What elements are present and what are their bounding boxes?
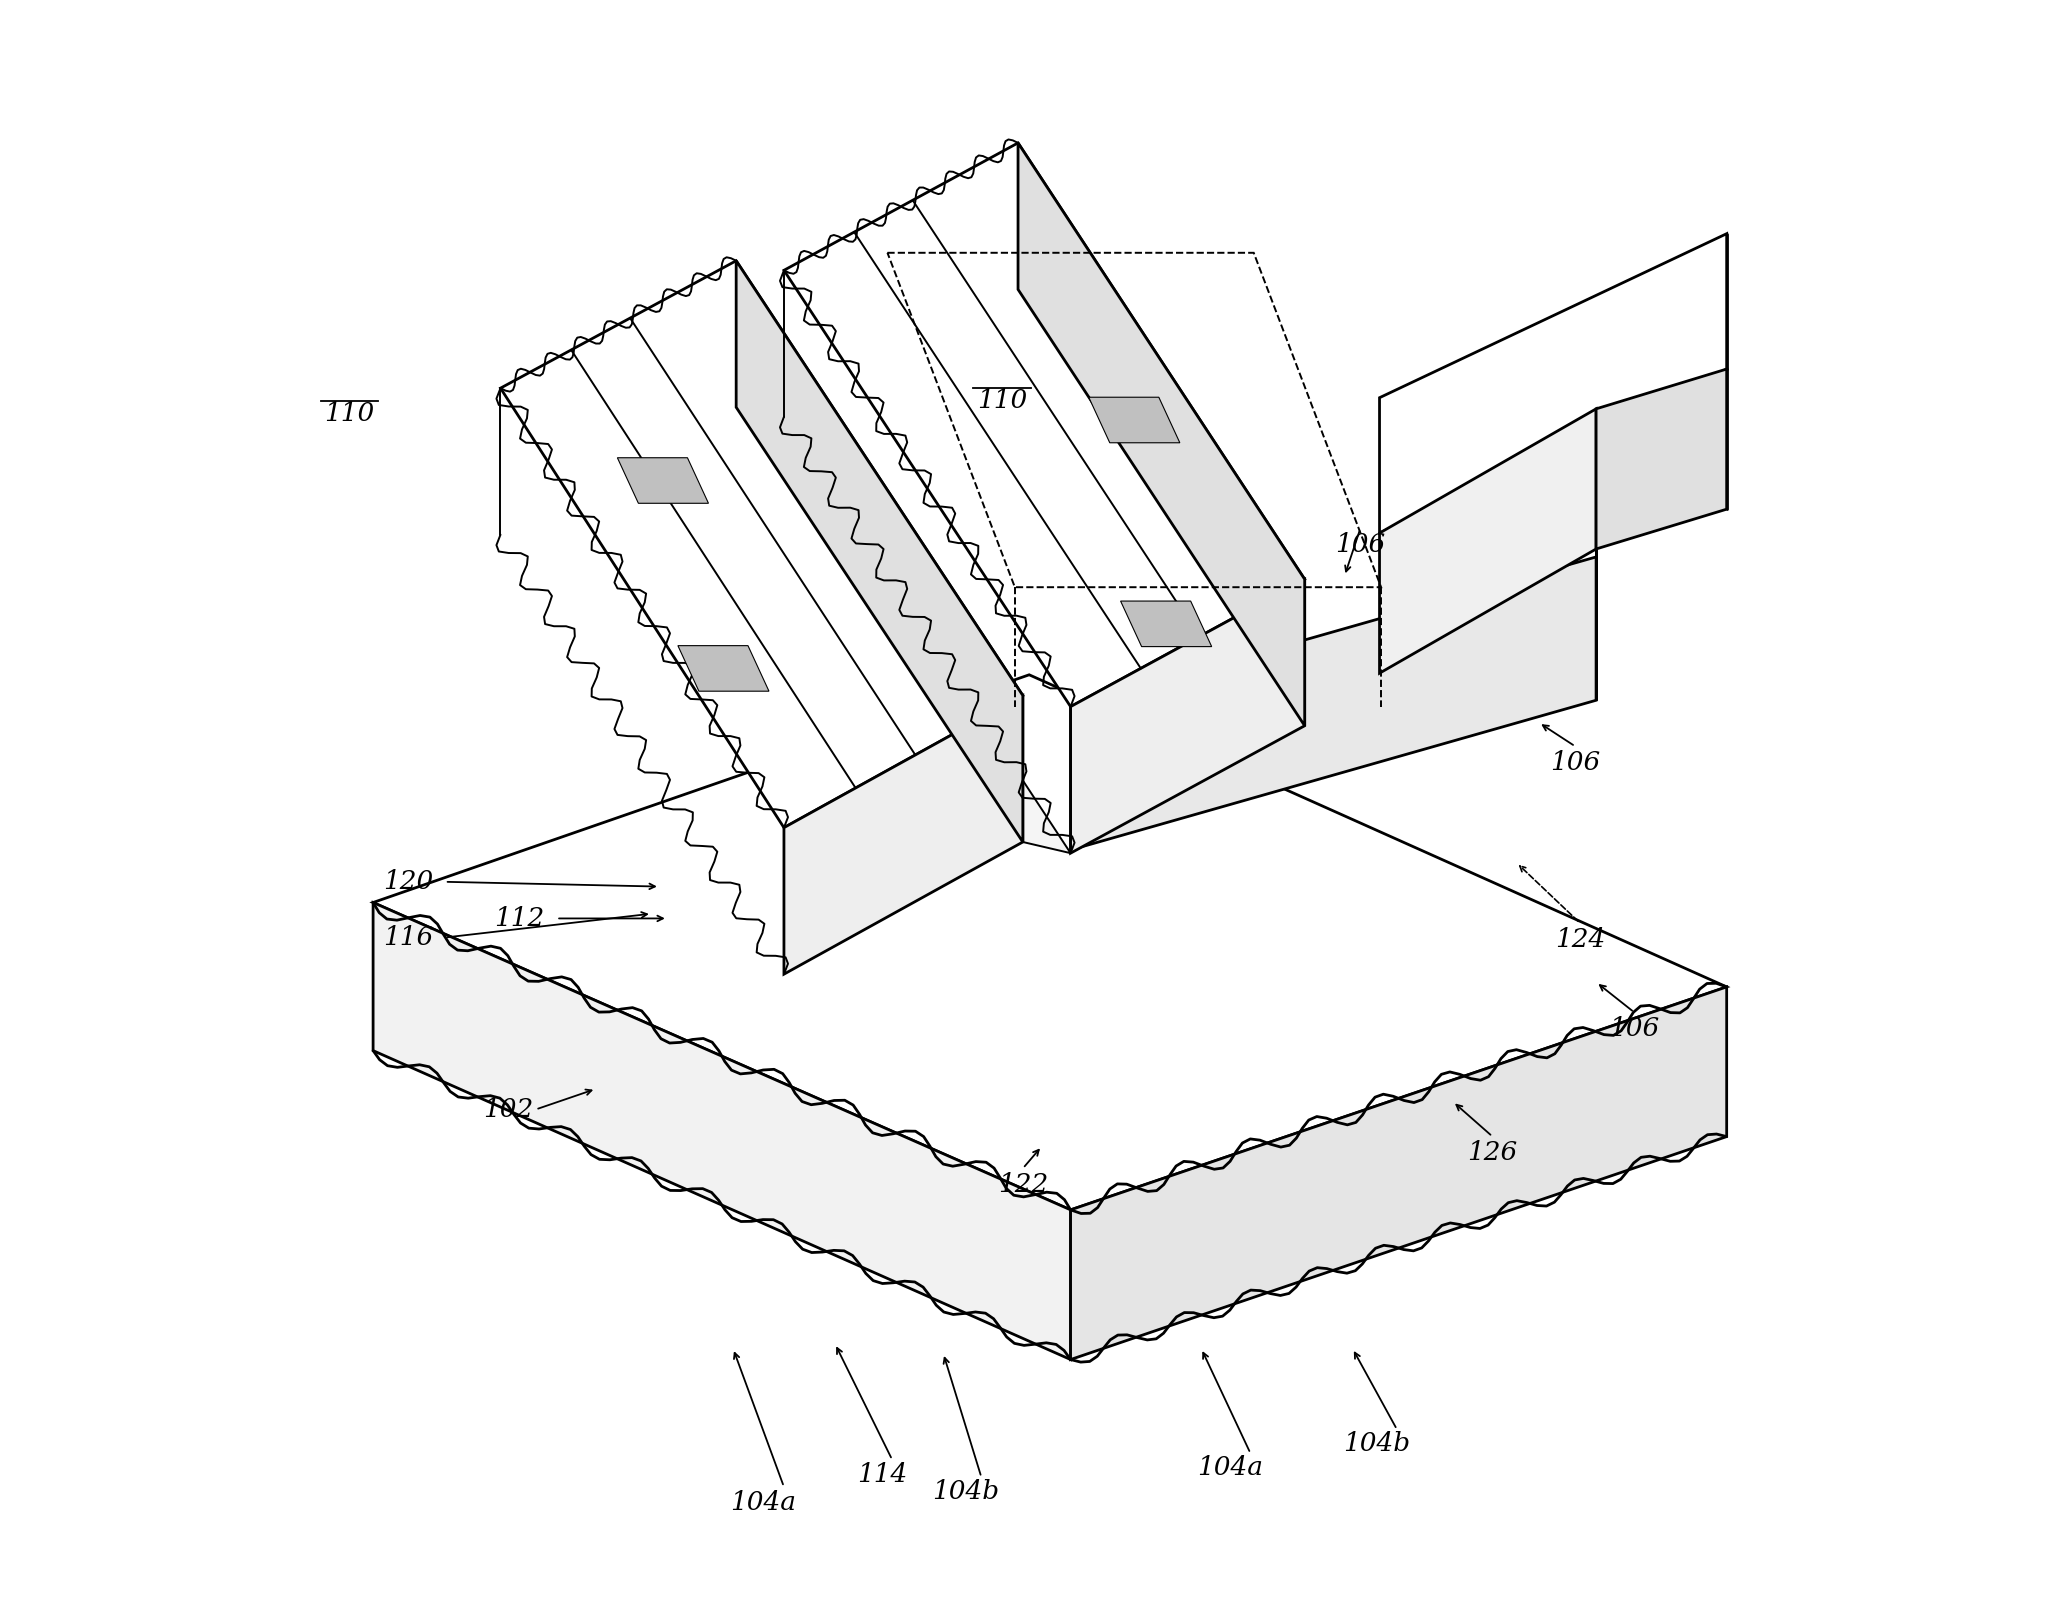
Polygon shape <box>702 657 745 679</box>
Text: 110: 110 <box>977 388 1028 414</box>
Text: 122: 122 <box>997 1171 1049 1197</box>
Text: 106: 106 <box>1609 1016 1660 1040</box>
Polygon shape <box>1143 612 1188 634</box>
Polygon shape <box>1071 988 1726 1360</box>
Polygon shape <box>1071 578 1305 853</box>
Polygon shape <box>1596 369 1726 550</box>
Text: 114: 114 <box>858 1462 907 1486</box>
Polygon shape <box>1071 558 1596 850</box>
Polygon shape <box>1122 414 1145 425</box>
Polygon shape <box>1379 409 1596 673</box>
Text: 124: 124 <box>1555 927 1605 952</box>
Text: 120: 120 <box>384 869 433 895</box>
Text: 102: 102 <box>484 1096 534 1122</box>
Polygon shape <box>1155 618 1178 630</box>
Text: 116: 116 <box>384 925 433 951</box>
Text: 112: 112 <box>495 906 544 932</box>
Polygon shape <box>737 260 1022 842</box>
Polygon shape <box>1018 142 1305 725</box>
Polygon shape <box>689 652 757 686</box>
Text: 104b: 104b <box>932 1480 999 1504</box>
Polygon shape <box>650 475 675 486</box>
Polygon shape <box>373 903 1071 1360</box>
Polygon shape <box>1133 607 1200 641</box>
Polygon shape <box>618 457 708 503</box>
Polygon shape <box>784 142 1305 706</box>
Text: 126: 126 <box>1467 1139 1518 1165</box>
Polygon shape <box>501 260 1022 828</box>
Polygon shape <box>677 646 770 692</box>
Text: 106: 106 <box>1336 532 1385 556</box>
Polygon shape <box>784 695 1022 975</box>
Polygon shape <box>1120 601 1211 647</box>
Polygon shape <box>640 470 685 492</box>
Text: 104a: 104a <box>1196 1456 1262 1480</box>
Polygon shape <box>373 674 1726 1210</box>
Polygon shape <box>630 463 698 497</box>
Polygon shape <box>1090 398 1180 443</box>
Polygon shape <box>1112 409 1157 431</box>
Text: 104b: 104b <box>1342 1432 1410 1456</box>
Polygon shape <box>1379 233 1726 534</box>
Text: 106: 106 <box>1549 749 1601 775</box>
Text: 104a: 104a <box>731 1491 796 1515</box>
Polygon shape <box>1100 403 1168 436</box>
Text: 110: 110 <box>324 401 373 427</box>
Polygon shape <box>737 407 1071 853</box>
Polygon shape <box>712 663 735 674</box>
